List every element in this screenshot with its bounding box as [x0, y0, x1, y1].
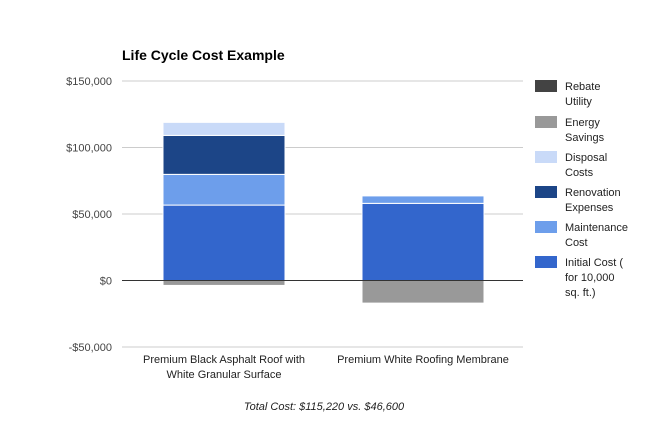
legend-label: Energy: [565, 117, 600, 129]
y-tick-label: $100,000: [66, 143, 112, 155]
legend-label: Costs: [565, 167, 594, 179]
legend-label: Expenses: [565, 202, 614, 214]
legend-swatch: [535, 256, 557, 268]
legend-swatch: [535, 116, 557, 128]
bar-segment: [361, 195, 485, 204]
bar-segment: [162, 173, 286, 206]
y-tick-label: $50,000: [72, 209, 112, 221]
legend-label: sq. ft.): [565, 287, 596, 299]
bar-segment: [162, 121, 286, 136]
legend-label: Initial Cost (: [565, 257, 623, 269]
bar-segment: [162, 280, 286, 286]
legend-label: Rebate: [565, 81, 600, 93]
y-axis-ticks: $150,000 $100,000 $50,000 $0 -$50,000: [66, 76, 112, 354]
bars: [122, 121, 523, 304]
bar-segment: [162, 204, 286, 282]
legend-label: for 10,000: [565, 272, 615, 284]
y-tick-label: $150,000: [66, 76, 112, 88]
x-category-label: Premium White Roofing Membrane: [337, 354, 509, 366]
total-cost-footnote: Total Cost: $115,220 vs. $46,600: [244, 401, 405, 413]
legend-label: Renovation: [565, 187, 621, 199]
x-category-label: Premium Black Asphalt Roof with: [143, 354, 305, 366]
legend-label: Maintenance: [565, 222, 628, 234]
legend-label: Cost: [565, 237, 588, 249]
chart-title: Life Cycle Cost Example: [122, 47, 285, 63]
legend-swatch: [535, 221, 557, 233]
legend: Rebate Utility Energy Savings Disposal Costs R…: [535, 80, 628, 299]
bar-segment: [361, 202, 485, 281]
legend-label: Savings: [565, 132, 605, 144]
legend-swatch: [535, 80, 557, 92]
legend-swatch: [535, 186, 557, 198]
bar-segment: [162, 134, 286, 175]
bar-segment: [361, 280, 485, 304]
legend-label: Utility: [565, 96, 592, 108]
y-tick-label: $0: [100, 276, 112, 288]
legend-swatch: [535, 151, 557, 163]
y-tick-label: -$50,000: [69, 342, 112, 354]
x-axis-categories: Premium Black Asphalt Roof with White Gra…: [143, 354, 509, 381]
legend-label: Disposal: [565, 152, 607, 164]
x-category-label: White Granular Surface: [167, 369, 282, 381]
